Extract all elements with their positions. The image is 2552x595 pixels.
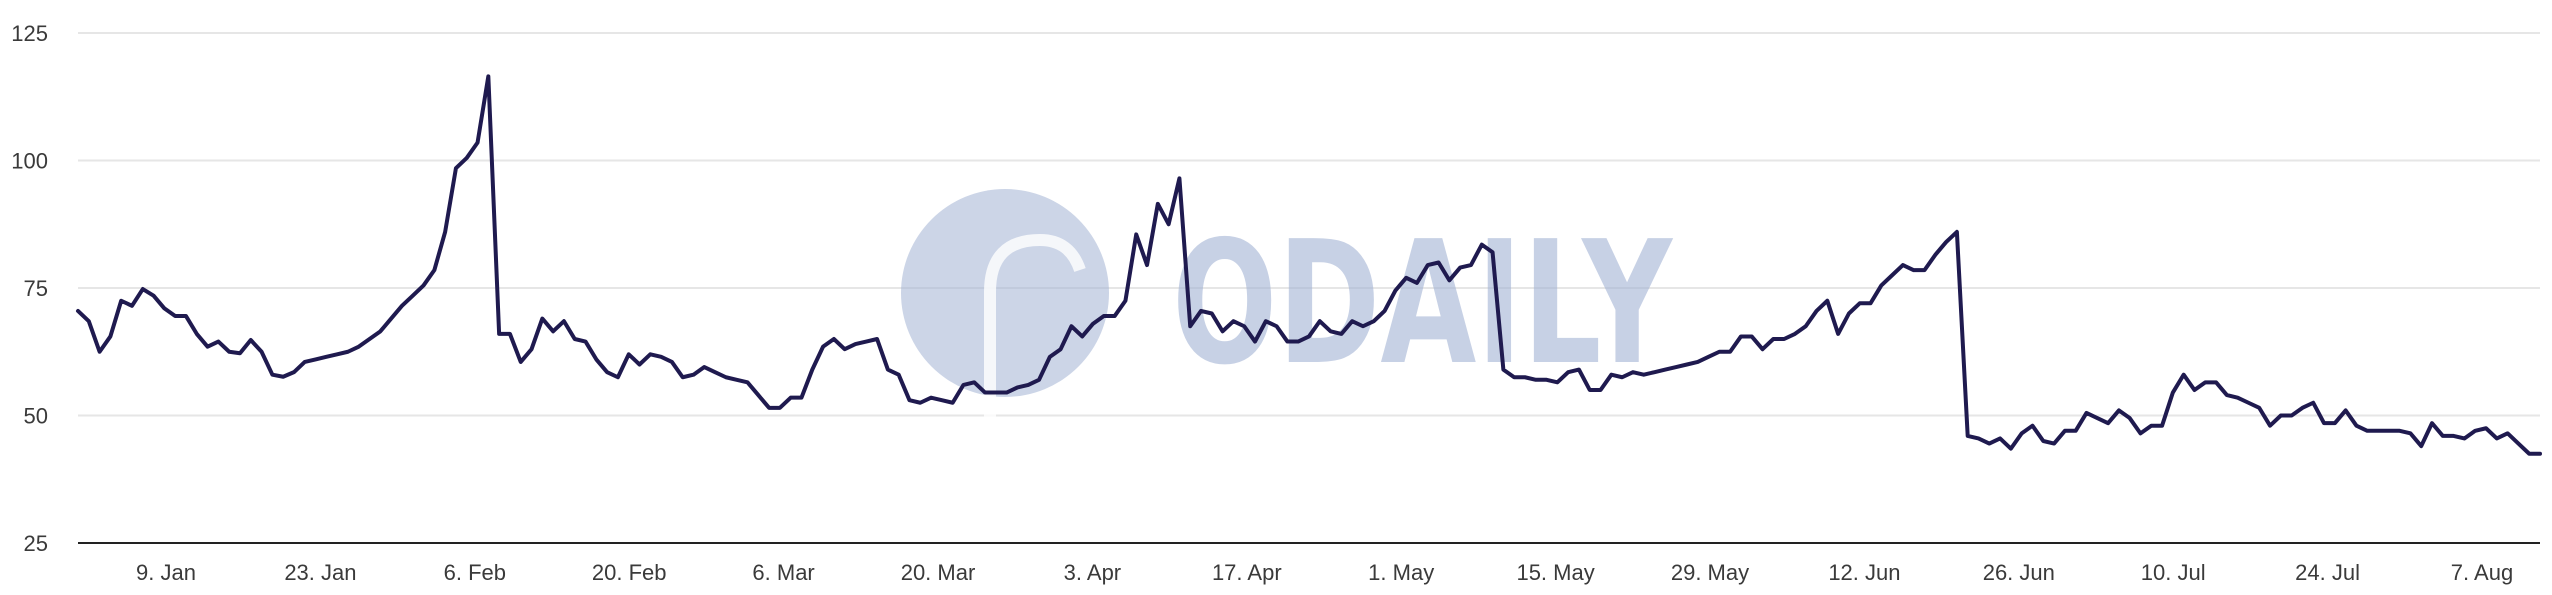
watermark-circle xyxy=(901,189,1109,397)
x-tick-label: 6. Mar xyxy=(752,560,814,585)
y-tick-label: 25 xyxy=(24,531,48,556)
y-axis-tick-labels: 25 50 75 100 125 xyxy=(11,21,48,556)
watermark-wordmark: ODAILY xyxy=(1172,205,1673,403)
y-tick-label: 50 xyxy=(24,404,48,429)
x-tick-label: 3. Apr xyxy=(1064,560,1121,585)
x-tick-label: 10. Jul xyxy=(2141,560,2206,585)
x-axis-tick-labels: 9. Jan 23. Jan 6. Feb 20. Feb 6. Mar 20. Mar 3… xyxy=(136,560,2513,585)
x-tick-label: 6. Feb xyxy=(444,560,506,585)
x-tick-label: 1. May xyxy=(1368,560,1434,585)
x-tick-label: 29. May xyxy=(1671,560,1749,585)
y-tick-label: 125 xyxy=(11,21,48,46)
odaily-watermark-logo: ODAILY xyxy=(901,189,1673,420)
x-tick-label: 20. Mar xyxy=(901,560,976,585)
x-tick-label: 12. Jun xyxy=(1828,560,1900,585)
x-tick-label: 15. May xyxy=(1516,560,1594,585)
x-tick-label: 23. Jan xyxy=(284,560,356,585)
x-tick-label: 20. Feb xyxy=(592,560,667,585)
watermark-p-glyph xyxy=(984,233,1086,420)
gridlines xyxy=(78,32,2540,417)
x-tick-label: 24. Jul xyxy=(2295,560,2360,585)
series-layer xyxy=(76,74,2542,456)
x-tick-label: 26. Jun xyxy=(1983,560,2055,585)
y-tick-label: 100 xyxy=(11,149,48,174)
x-tick-label: 7. Aug xyxy=(2451,560,2513,585)
y-tick-label: 75 xyxy=(24,276,48,301)
x-tick-label: 9. Jan xyxy=(136,560,196,585)
x-tick-label: 17. Apr xyxy=(1212,560,1282,585)
series-line-0 xyxy=(76,74,2542,456)
